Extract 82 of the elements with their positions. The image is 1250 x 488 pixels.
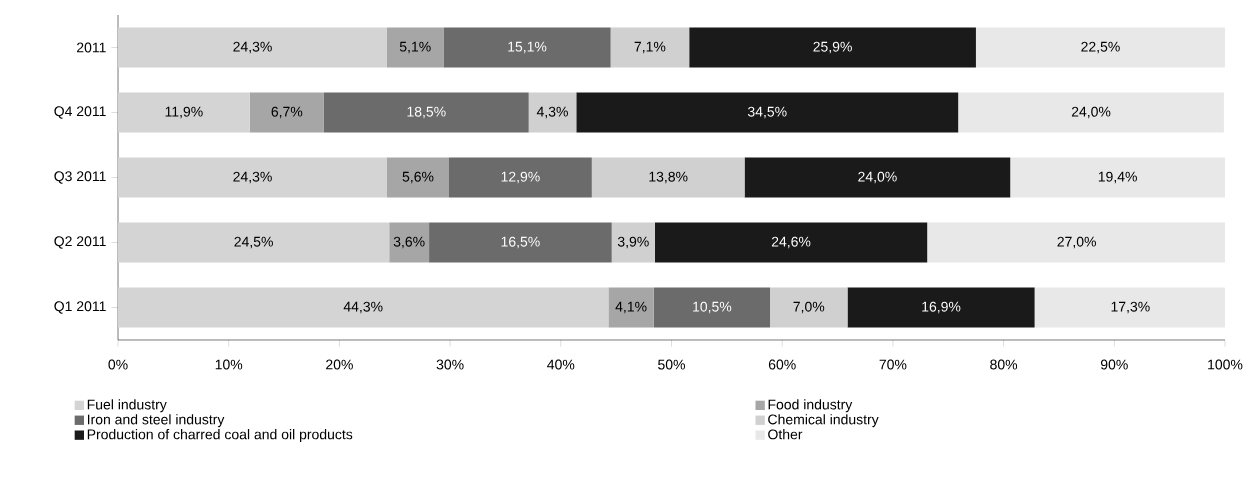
bar xyxy=(443,27,611,68)
legend-label: Food industry xyxy=(768,399,853,413)
legend-label: Chemical industry xyxy=(768,414,879,428)
data-label: 19,4% xyxy=(1098,171,1137,184)
y-tick-label: Q3 2011 xyxy=(54,171,106,184)
x-tick-label: 40% xyxy=(547,359,575,370)
data-label: 25,9% xyxy=(813,41,852,54)
x-tick-label: 30% xyxy=(436,359,464,370)
bar xyxy=(653,287,771,328)
x-tick-label: 70% xyxy=(879,359,907,370)
bar xyxy=(118,92,250,133)
data-label: 7,1% xyxy=(634,41,666,54)
y-tick-label: Q1 2011 xyxy=(54,301,106,314)
x-tick-label: 80% xyxy=(990,359,1018,370)
bar xyxy=(118,287,609,328)
bar xyxy=(770,287,848,328)
bar xyxy=(958,92,1224,133)
data-label: 24,3% xyxy=(233,41,272,54)
data-label: 17,3% xyxy=(1111,301,1150,314)
data-label: 44,3% xyxy=(343,301,383,314)
data-label: 12,9% xyxy=(501,171,540,184)
bar xyxy=(847,287,1035,328)
data-label: 13,8% xyxy=(649,171,688,184)
bar xyxy=(576,92,959,133)
data-label: 15,1% xyxy=(508,41,547,54)
legend-label: Iron and steel industry xyxy=(87,414,225,428)
bar xyxy=(975,27,1225,68)
bar xyxy=(449,157,592,198)
data-label: 24,0% xyxy=(1071,106,1111,119)
legend-label: Other xyxy=(768,429,803,440)
x-tick-label: 90% xyxy=(1100,359,1128,370)
bar xyxy=(429,222,612,263)
bar xyxy=(323,92,529,133)
data-label: 3,6% xyxy=(393,236,425,249)
legend-label: Production of charred coal and oil products xyxy=(87,429,353,443)
data-label: 16,5% xyxy=(501,236,540,249)
data-label: 24,3% xyxy=(233,171,272,184)
data-label: 18,5% xyxy=(407,106,446,119)
bar xyxy=(387,157,449,198)
y-tick-label: Q4 2011 xyxy=(54,106,106,119)
bar xyxy=(654,222,928,263)
data-label: 5,1% xyxy=(399,41,431,54)
data-label: 7,0% xyxy=(793,301,825,314)
x-tick-label: 20% xyxy=(326,359,353,370)
x-tick-label: 10% xyxy=(215,359,243,370)
bar xyxy=(249,92,324,133)
bar xyxy=(389,222,430,263)
data-label: 34,5% xyxy=(747,106,787,119)
bar xyxy=(608,287,654,328)
bar xyxy=(387,27,444,68)
x-tick-label: 0% xyxy=(108,359,128,370)
bar xyxy=(118,157,388,198)
data-label: 24,6% xyxy=(771,236,811,249)
bar xyxy=(611,222,655,263)
x-tick-label: 100% xyxy=(1208,359,1243,370)
x-tick-label: 60% xyxy=(768,359,796,370)
bar xyxy=(528,92,577,133)
bar xyxy=(591,157,745,198)
bar xyxy=(118,27,388,68)
data-label: 27,0% xyxy=(1057,236,1096,249)
bar xyxy=(118,222,390,263)
data-label: 24,5% xyxy=(234,236,273,249)
data-label: 22,5% xyxy=(1081,41,1120,54)
data-label: 4,3% xyxy=(536,106,568,119)
bar xyxy=(1010,157,1225,198)
bar xyxy=(610,27,690,68)
x-tick-label: 50% xyxy=(658,359,685,370)
bar xyxy=(1034,287,1225,328)
y-tick-label: Q2 2011 xyxy=(54,236,106,249)
bar xyxy=(927,222,1225,263)
data-label: 10,5% xyxy=(693,301,732,314)
data-label: 3,9% xyxy=(617,236,649,249)
bar xyxy=(689,27,976,68)
y-tick-label: 2011 xyxy=(77,42,106,53)
data-label: 5,6% xyxy=(402,171,434,184)
data-label: 6,7% xyxy=(271,106,303,119)
bar xyxy=(744,157,1011,198)
data-label: 16,9% xyxy=(922,301,961,314)
data-label: 24,0% xyxy=(858,171,897,184)
data-label: 4,1% xyxy=(615,301,647,314)
data-label: 11,9% xyxy=(165,106,203,119)
legend-label: Fuel industry xyxy=(87,399,167,413)
